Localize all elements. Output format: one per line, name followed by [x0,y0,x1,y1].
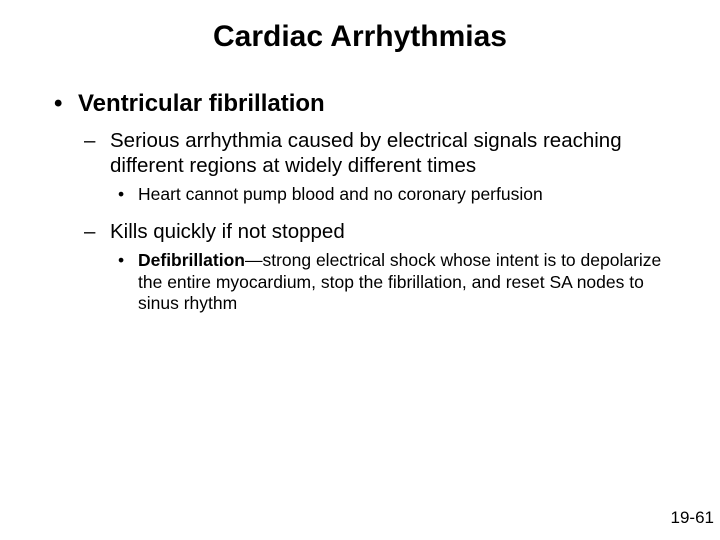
bullet-level3: Defibrillation—strong electrical shock w… [118,250,680,314]
defibrillation-term: Defibrillation [138,250,245,270]
slide: Cardiac Arrhythmias Ventricular fibrilla… [0,0,720,540]
bullet-level1: Ventricular fibrillation [54,90,680,118]
bullet-level2: Kills quickly if not stopped [84,219,680,244]
slide-title: Cardiac Arrhythmias [0,20,720,54]
page-number: 19-61 [671,508,714,528]
bullet-level3: Heart cannot pump blood and no coronary … [118,184,680,205]
slide-content: Ventricular fibrillation Serious arrhyth… [0,90,720,314]
bullet-level2: Serious arrhythmia caused by electrical … [84,128,680,178]
